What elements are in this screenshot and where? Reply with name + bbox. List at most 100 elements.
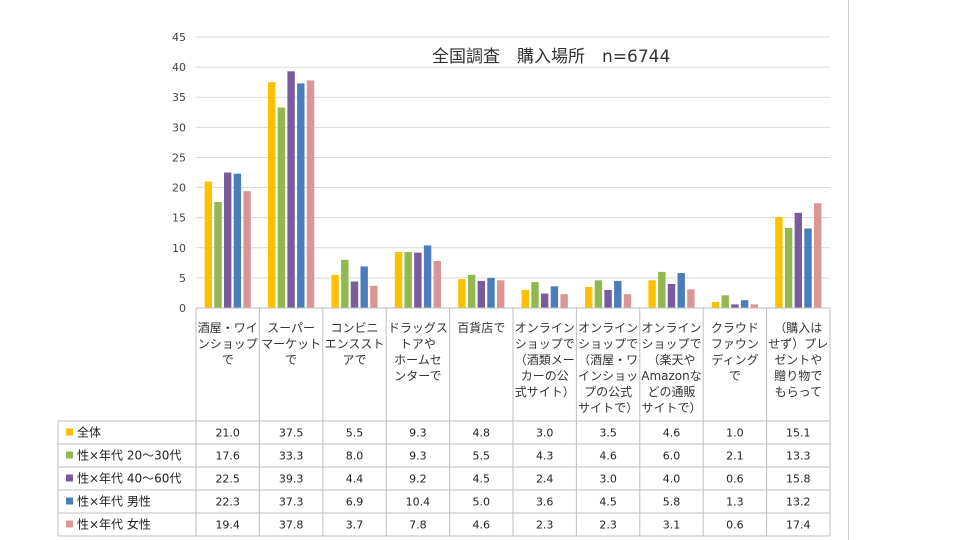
data-label: 4.8 xyxy=(473,427,491,440)
data-label: 17.4 xyxy=(786,519,811,532)
data-label: 6.0 xyxy=(663,450,681,463)
bar xyxy=(687,289,695,308)
data-label: 9.2 xyxy=(409,473,427,486)
legend-label: 性×年代 女性 xyxy=(77,517,151,532)
bar xyxy=(658,271,666,308)
y-tick-label: 15 xyxy=(172,212,186,225)
legend-swatch xyxy=(66,474,73,482)
data-label: 22.3 xyxy=(215,496,240,509)
bar xyxy=(794,212,802,308)
data-label: 13.3 xyxy=(786,450,811,463)
data-label: 4.0 xyxy=(663,473,681,486)
bars xyxy=(204,71,822,309)
bar xyxy=(350,281,359,308)
category-label: 酒屋・ワインショップで xyxy=(198,321,258,367)
y-tick-label: 25 xyxy=(172,151,186,164)
data-label: 6.9 xyxy=(346,496,364,509)
bar xyxy=(497,280,505,308)
legend-label: 性×年代 20～30代 xyxy=(77,449,181,463)
bar xyxy=(458,279,466,308)
data-label: 21.0 xyxy=(215,427,240,440)
bar xyxy=(477,280,485,308)
data-label: 39.3 xyxy=(279,473,304,486)
data-label: 3.6 xyxy=(536,496,554,509)
bar xyxy=(394,251,403,308)
bar xyxy=(306,80,315,308)
data-label: 5.8 xyxy=(663,496,681,509)
data-label: 5.5 xyxy=(346,427,364,440)
y-tick-label: 40 xyxy=(172,61,186,74)
legend-label: 全体 xyxy=(77,425,101,440)
data-label: 15.8 xyxy=(786,473,811,486)
bar xyxy=(423,245,432,308)
legend-swatch xyxy=(66,451,73,459)
y-tick-label: 35 xyxy=(172,91,186,104)
data-label: 22.5 xyxy=(215,473,240,486)
data-label: 7.8 xyxy=(409,519,427,532)
chart-title: 全国調査 購入場所 n=6744 xyxy=(432,47,670,67)
category-label: オンラインショップで（酒屋・ワインショップの公式サイトで） xyxy=(578,321,638,415)
bar xyxy=(360,266,368,308)
bar xyxy=(814,203,822,308)
bar xyxy=(224,172,232,308)
data-label: 10.4 xyxy=(406,496,431,509)
data-label: 4.6 xyxy=(599,450,617,463)
data-label: 0.6 xyxy=(726,473,744,486)
data-label: 37.5 xyxy=(279,427,304,440)
bar xyxy=(731,304,739,308)
bar xyxy=(550,286,559,308)
category-label: 百貨店で xyxy=(457,320,505,335)
data-label: 15.1 xyxy=(786,427,811,440)
legend-swatch xyxy=(66,497,73,505)
y-tick-label: 5 xyxy=(179,272,186,285)
bar xyxy=(784,227,793,308)
bar xyxy=(233,173,242,308)
bar xyxy=(297,83,305,308)
bar xyxy=(711,301,720,308)
bar xyxy=(677,273,685,308)
data-label: 9.3 xyxy=(409,450,427,463)
data-label: 37.3 xyxy=(279,496,304,509)
data-label: 4.5 xyxy=(473,473,491,486)
legend-label: 性×年代 男性 xyxy=(77,495,151,509)
bar xyxy=(531,282,539,308)
data-label: 17.6 xyxy=(215,450,240,463)
bar xyxy=(585,286,593,308)
data-label: 3.0 xyxy=(536,427,554,440)
bar xyxy=(750,304,758,308)
data-label: 3.5 xyxy=(599,427,617,440)
legend-label: 性×年代 40～60代 xyxy=(77,472,181,486)
bar xyxy=(331,274,339,308)
category-label: スーパーマーケットで xyxy=(261,321,321,367)
bar xyxy=(667,283,676,308)
bar xyxy=(277,107,286,309)
bar xyxy=(243,191,251,308)
data-label: 4.6 xyxy=(473,519,491,532)
data-label: 4.5 xyxy=(599,496,617,509)
bar-chart: 0 5 10 15 20 25 30 35 40 45 酒屋・ワインショップでスーパーマーケットで… xyxy=(57,31,831,537)
data-label: 3.0 xyxy=(599,473,617,486)
y-tick-label: 0 xyxy=(179,302,186,315)
bar xyxy=(804,228,812,308)
legend-swatch xyxy=(66,520,73,528)
bar xyxy=(560,294,568,308)
category-label: ドラッグストアやホームセンターで xyxy=(388,321,448,383)
data-label: 3.1 xyxy=(663,519,681,532)
category-label: オンラインショップで（楽天や Amazonなどの通販サイトで） xyxy=(641,321,702,415)
data-label: 4.3 xyxy=(536,450,554,463)
y-tick-label: 30 xyxy=(172,121,186,134)
data-label: 2.4 xyxy=(536,473,554,486)
bar xyxy=(414,252,422,308)
bar xyxy=(604,289,612,308)
bar xyxy=(521,289,529,308)
category-label: （購入はせず）プレゼントや贈り物でもらって xyxy=(768,321,828,399)
data-label: 5.0 xyxy=(473,496,491,509)
data-label: 4.6 xyxy=(663,427,681,440)
bar xyxy=(268,82,276,309)
data-label: 4.4 xyxy=(346,473,364,486)
data-label: 2.3 xyxy=(536,519,554,532)
y-tick-label: 20 xyxy=(172,182,186,195)
data-label: 33.3 xyxy=(279,450,304,463)
chart-frame: 0 5 10 15 20 25 30 35 40 45 酒屋・ワインショップで スーパーマーケットで… xyxy=(52,0,849,540)
bar xyxy=(404,251,412,308)
